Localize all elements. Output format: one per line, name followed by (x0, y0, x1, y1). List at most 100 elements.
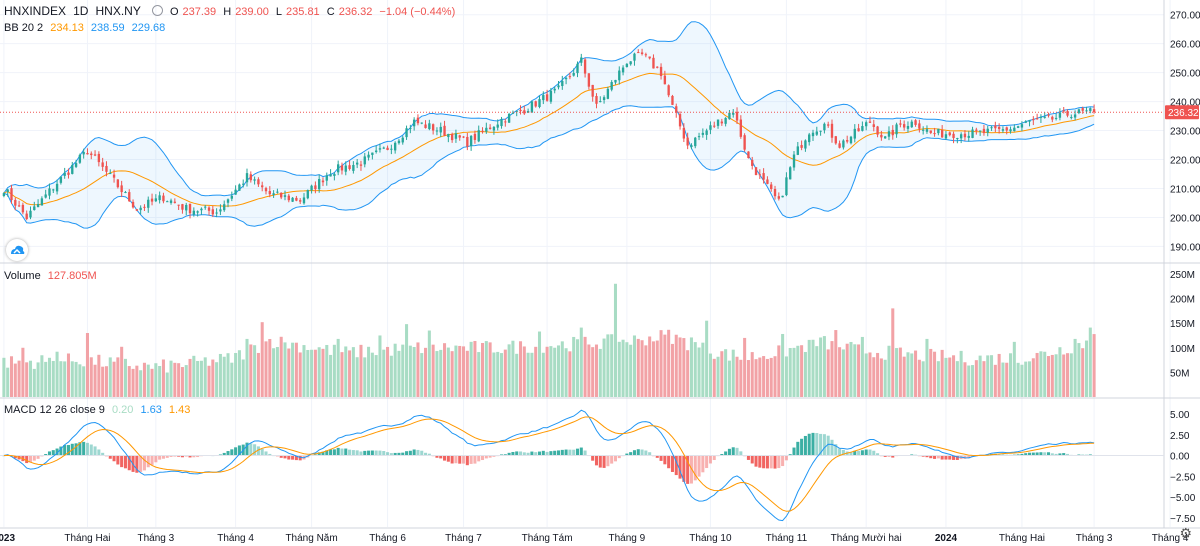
volume-bar (986, 355, 990, 397)
volume-bar (158, 365, 162, 397)
volume-bar (632, 335, 636, 397)
candle-body (580, 57, 583, 63)
volume-bar (974, 360, 978, 397)
macd-histogram-bar (952, 455, 956, 460)
volume-bar (146, 364, 150, 397)
candle-body (249, 174, 252, 181)
volume-bar (1024, 361, 1028, 397)
volume-bar (1065, 353, 1070, 397)
candle-body (1005, 127, 1008, 131)
candle-body (557, 85, 560, 88)
candle-body (1024, 121, 1027, 123)
candle-body (120, 185, 123, 193)
volume-bar (298, 352, 302, 397)
settings-gear-icon[interactable]: ⚙ (1179, 525, 1192, 541)
volume-bar (587, 344, 591, 397)
time-tick-label: 2023 (0, 533, 15, 544)
volume-bar (135, 365, 139, 397)
candle-body (101, 162, 104, 167)
macd-histogram-bar (28, 455, 33, 463)
macd-histogram-bar (712, 455, 716, 461)
macd-histogram-bar (746, 455, 750, 460)
time-tick-label: Tháng 4 (1152, 533, 1189, 544)
interval-label[interactable]: 1D (73, 4, 89, 18)
volume-bar (575, 339, 580, 397)
volume-bar (955, 361, 959, 397)
macd-legend[interactable]: MACD 12 26 close 9 0.20 1.63 1.43 (4, 403, 194, 417)
candle-body (697, 136, 701, 138)
candle-body (348, 165, 351, 169)
volume-bar (545, 346, 549, 397)
candle-body (591, 84, 594, 97)
candle-body (135, 209, 139, 211)
volume-bar (1073, 338, 1077, 397)
volume-bar (264, 341, 268, 397)
symbol-name[interactable]: HNXINDEX (4, 4, 67, 18)
macd-histogram-bar (13, 455, 17, 459)
candle-body (344, 165, 347, 172)
candle-body (306, 190, 309, 199)
volume-bar (78, 364, 82, 397)
volume-bar (602, 338, 606, 397)
candle-body (781, 195, 784, 198)
volume-bar (378, 335, 382, 397)
last-price-tag (1165, 105, 1199, 120)
macd-histogram-bar (784, 455, 788, 461)
bb-band-fill (3, 21, 1095, 229)
macd-histogram-bar (549, 451, 553, 456)
volume-bar (412, 347, 416, 397)
volume-bar (826, 349, 830, 397)
volume-bar (773, 356, 777, 397)
candle-body (29, 210, 32, 218)
candle-body (82, 151, 85, 155)
volume-bar (940, 349, 944, 397)
volume-bar (9, 356, 14, 397)
volume-bar (241, 359, 245, 397)
volume-bar (530, 352, 534, 397)
macd-histogram-bar (868, 449, 872, 456)
bb-legend[interactable]: BB 20 2 234.13 238.59 229.68 (4, 21, 169, 35)
volume-bar (253, 345, 257, 397)
candle-body (78, 154, 82, 163)
eye-icon[interactable] (151, 5, 163, 16)
macd-histogram-bar (230, 449, 234, 456)
volume-bar (1020, 364, 1024, 397)
volume-bar (769, 357, 773, 397)
candle-body (90, 153, 93, 156)
volume-bar (564, 348, 568, 397)
volume-tick-label: 150M (1170, 319, 1195, 330)
candle-body (147, 199, 150, 208)
volume-bar (739, 359, 743, 397)
candle-body (614, 79, 617, 83)
volume-bar (678, 337, 682, 397)
volume-bar (743, 337, 747, 397)
macd-histogram-bar (613, 455, 617, 462)
macd-histogram-bar (329, 449, 333, 456)
volume-tick-label: 50M (1170, 368, 1189, 379)
macd-histogram-bar (819, 433, 823, 456)
bb-basis-line (3, 72, 1095, 207)
macd-histogram-bar (777, 455, 781, 469)
volume-bar (51, 360, 55, 397)
volume-bar (906, 352, 910, 397)
macd-histogram-bar (146, 455, 150, 468)
volume-bar (933, 351, 937, 397)
tradingview-logo-icon[interactable] (6, 239, 28, 261)
macd-histogram-bar (473, 455, 477, 464)
macd-histogram-bar (173, 455, 177, 457)
candle-body (792, 154, 796, 168)
macd-histogram-bar (530, 451, 534, 456)
candle-body (770, 184, 773, 190)
volume-legend[interactable]: Volume 127.805M (4, 269, 101, 283)
macd-histogram-bar (857, 450, 861, 456)
time-tick-label: Tháng 7 (445, 533, 482, 544)
candle-body (861, 126, 864, 131)
macd-histogram-bar (370, 450, 374, 456)
macd-histogram-bar (97, 449, 101, 456)
macd-histogram-bar (336, 447, 340, 456)
macd-histogram-bar (1065, 453, 1070, 456)
volume-bar (431, 344, 435, 397)
candle-body (678, 114, 682, 127)
candle-body (629, 61, 632, 65)
